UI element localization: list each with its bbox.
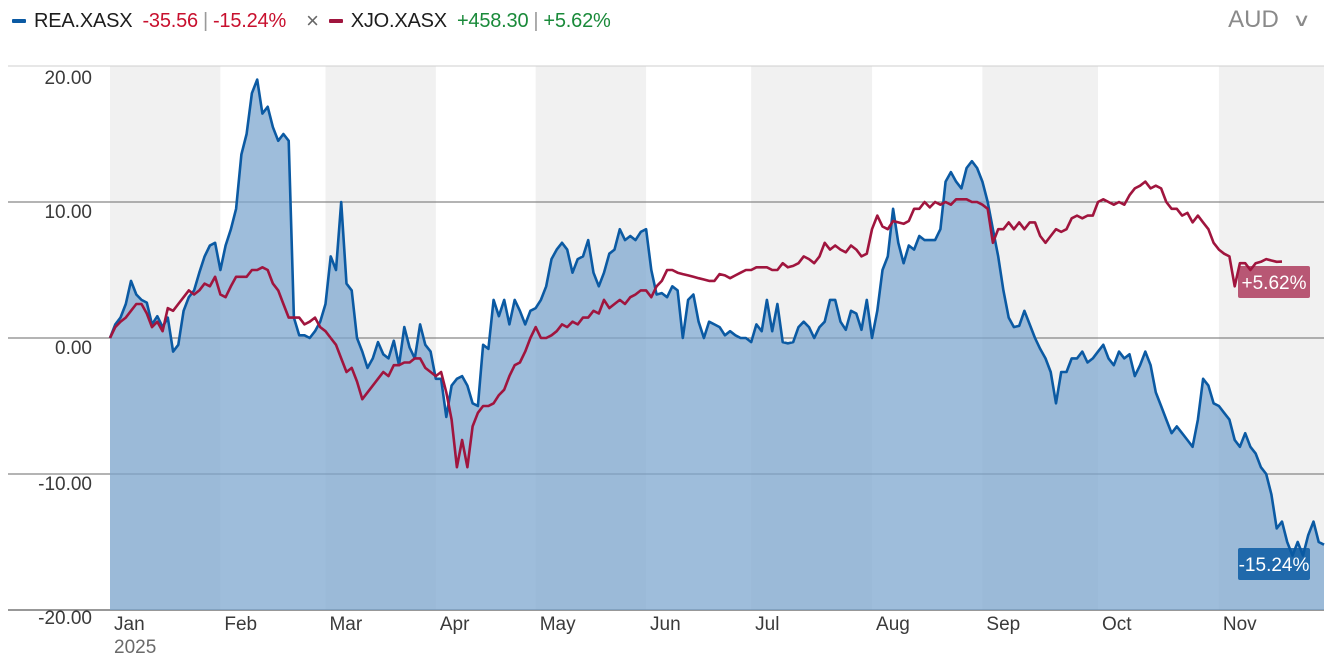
xjo-pct: +5.62% [543, 9, 611, 32]
xjo-change: +458.30 [456, 9, 529, 32]
area-rea-xasx [110, 79, 1324, 611]
y-tick-label: 10.00 [44, 202, 92, 223]
x-tick-label: Aug [876, 614, 910, 635]
separator: | [533, 9, 539, 32]
line-rea-xasx [108, 78, 1325, 557]
x-tick-label: Jun [650, 614, 681, 635]
y-tick-label: 0.00 [55, 338, 92, 359]
separator: | [202, 9, 208, 32]
x-tick-label: Apr [440, 614, 470, 635]
currency-select[interactable]: AUD ∨ [1228, 2, 1311, 38]
x-tick-label: Sep [986, 614, 1020, 635]
y-tick-label: -20.00 [38, 608, 92, 629]
x-tick-label: Jan [114, 614, 145, 635]
chart-legend: REA.XASX -35.56 | -15.24% × XJO.XASX +45… [12, 6, 611, 36]
chevron-down-icon: ∨ [1292, 9, 1311, 30]
xjo-ticker[interactable]: XJO.XASX [350, 9, 447, 32]
x-tick-label: Feb [224, 614, 257, 635]
x-tick-label: May [540, 614, 576, 635]
rea-pct: -15.24% [212, 9, 287, 32]
close-icon[interactable]: × [306, 8, 319, 33]
xjo-swatch [328, 19, 343, 23]
end-label-text: +5.62% [1242, 273, 1307, 294]
rea-change: -35.56 [142, 9, 198, 32]
rea-ticker[interactable]: REA.XASX [34, 9, 133, 32]
rea-swatch [12, 19, 26, 23]
end-label-text: -15.24% [1239, 555, 1310, 576]
x-tick-label: Jul [755, 614, 779, 635]
y-tick-label: -10.00 [38, 474, 92, 495]
x-tick-label: Mar [329, 614, 362, 635]
y-tick-label: 20.00 [44, 68, 92, 89]
year-label: 2025 [114, 637, 156, 658]
end-label-rea-xasx [1238, 548, 1310, 580]
x-tick-label: Nov [1223, 614, 1257, 635]
currency-value: AUD [1228, 6, 1279, 33]
x-tick-label: Oct [1102, 614, 1132, 635]
line-xjo-xasx [108, 180, 1283, 469]
end-label-xjo-xasx [1238, 266, 1310, 298]
